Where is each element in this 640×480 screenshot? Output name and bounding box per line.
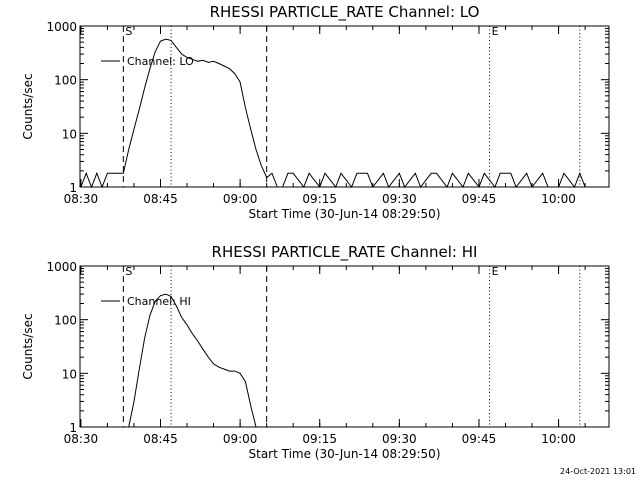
marker-label: E — [492, 265, 499, 278]
y-tick-label: 10 — [62, 367, 77, 381]
x-tick-label: 09:00 — [223, 192, 258, 206]
y-tick-label: 1000 — [46, 20, 77, 34]
y-tick-label: 1000 — [46, 260, 77, 274]
marker-label: S — [125, 25, 132, 38]
y-tick-label: 100 — [54, 314, 77, 328]
x-tick-label: 08:45 — [143, 192, 178, 206]
legend-entry: Channel: LO — [127, 55, 194, 68]
x-axis-label: Start Time (30-Jun-14 08:29:50) — [249, 207, 441, 221]
timestamp-label: 24-Oct-2021 13:01 — [560, 467, 636, 476]
y-axis-label: Counts/sec — [21, 73, 35, 139]
marker-label: S — [125, 265, 132, 278]
marker-label: E — [492, 25, 499, 38]
x-tick-label: 08:45 — [143, 432, 178, 446]
series-line — [80, 38, 586, 189]
x-tick-label: 09:15 — [302, 432, 337, 446]
y-tick-label: 10 — [62, 127, 77, 141]
series-line — [128, 293, 257, 428]
legend-entry: Channel: HI — [127, 295, 191, 308]
x-tick-label: 10:00 — [541, 432, 576, 446]
x-tick-label: 08:30 — [64, 192, 99, 206]
plot-frame — [79, 25, 610, 188]
y-axis-label: Counts/sec — [21, 313, 35, 379]
y-tick-label: 1 — [69, 421, 77, 435]
x-tick-label: 08:30 — [64, 432, 99, 446]
chart-title: RHESSI PARTICLE_RATE Channel: LO — [210, 3, 480, 22]
y-tick-label: 1 — [69, 181, 77, 195]
x-tick-label: 09:00 — [223, 432, 258, 446]
y-tick-label: 100 — [54, 74, 77, 88]
chart-lo: RHESSI PARTICLE_RATE Channel: LO 08:30 08:… — [21, 3, 610, 221]
x-tick-label: 09:45 — [462, 432, 497, 446]
x-tick-label: 09:30 — [382, 192, 417, 206]
chart-title: RHESSI PARTICLE_RATE Channel: HI — [212, 243, 478, 262]
x-tick-label: 09:15 — [302, 192, 337, 206]
x-tick-label: 09:45 — [462, 192, 497, 206]
x-tick-label: 10:00 — [541, 192, 576, 206]
plot-frame — [79, 265, 610, 428]
chart-hi: RHESSI PARTICLE_RATE Channel: HI 08:30 08:… — [21, 243, 610, 461]
x-axis-label: Start Time (30-Jun-14 08:29:50) — [249, 447, 441, 461]
x-tick-label: 09:30 — [382, 432, 417, 446]
